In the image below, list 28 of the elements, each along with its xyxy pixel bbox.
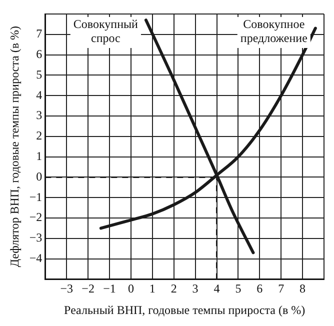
y-tick-label: −2 (29, 210, 42, 224)
x-tick-label: −3 (60, 282, 74, 296)
y-tick-label: −3 (29, 230, 42, 245)
y-axis-title: Дефлятор ВНП, годовые темпы прироста (в %) (7, 26, 22, 268)
x-tick-label: 0 (128, 282, 134, 296)
y-tick-label: 3 (36, 108, 42, 122)
y-tick-label: 5 (36, 67, 42, 82)
series-label: Совокупное предложение (240, 17, 308, 46)
x-tick-label: 5 (235, 282, 242, 296)
y-tick-label: 1 (36, 148, 42, 163)
x-tick-label: 7 (278, 282, 284, 296)
y-tick-label: −4 (29, 250, 42, 265)
y-tick-label: 7 (36, 26, 42, 41)
x-tick-label: 2 (170, 282, 177, 296)
x-tick-label: 8 (300, 282, 306, 296)
x-tick-label: 6 (256, 282, 263, 296)
y-tick-label: 6 (36, 46, 42, 61)
series-label: Совокупный спрос (73, 17, 139, 46)
x-axis-title: Реальный ВНП, годовые темпы прироста (в %) (64, 302, 306, 317)
y-tick-label: 0 (36, 169, 42, 184)
x-tick-label: −2 (82, 282, 94, 296)
x-tick-label: −1 (103, 282, 116, 296)
y-tick-label: 2 (36, 128, 42, 143)
x-tick-label: 3 (192, 282, 198, 296)
x-tick-label: 1 (149, 282, 156, 296)
y-tick-label: −1 (29, 190, 42, 204)
y-tick-label: 4 (36, 88, 42, 102)
x-tick-label: 4 (214, 282, 220, 296)
